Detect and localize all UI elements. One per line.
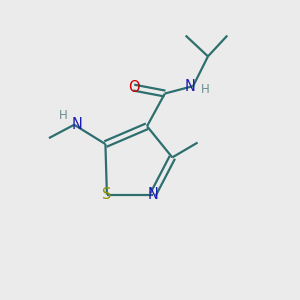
- Text: H: H: [58, 109, 67, 122]
- Text: O: O: [128, 80, 140, 95]
- Text: S: S: [102, 187, 112, 202]
- Text: N: N: [148, 187, 158, 202]
- Text: N: N: [185, 79, 196, 94]
- Text: H: H: [201, 82, 210, 96]
- Text: N: N: [72, 117, 83, 132]
